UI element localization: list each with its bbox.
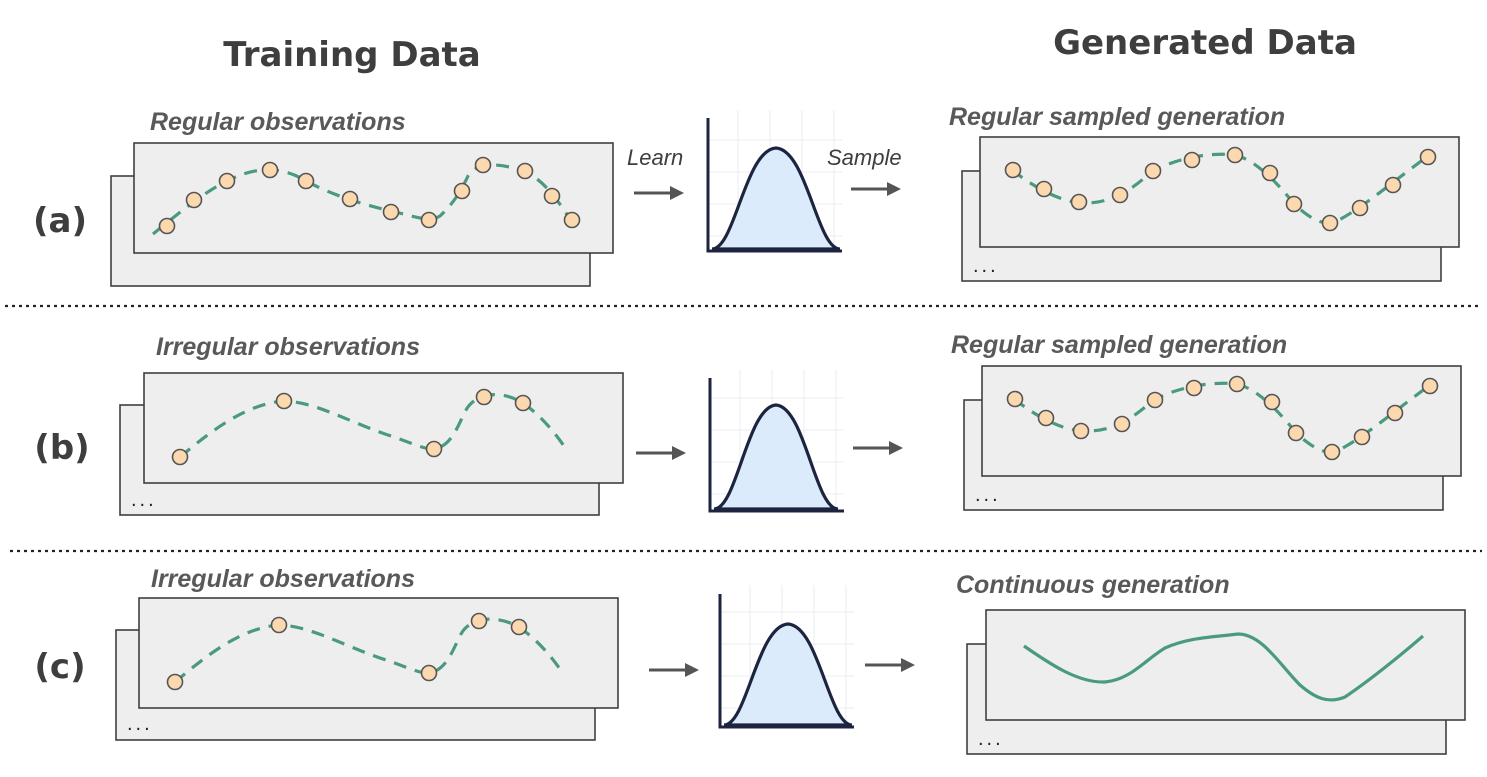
observation-point: [514, 394, 532, 412]
row-c: (c) Irregular observations ...: [34, 565, 1466, 755]
row-b: (b) Irregular observations ...: [34, 331, 1462, 516]
sample-label: Sample: [827, 145, 902, 170]
row-c-training-ellipsis: ...: [127, 713, 153, 735]
sample-point: [1353, 428, 1371, 446]
observation-point: [185, 191, 203, 209]
sample-point: [1185, 379, 1203, 397]
sample-point: [1321, 214, 1339, 232]
row-a-training-caption: Regular observations: [150, 108, 406, 136]
row-b-training-observations: [171, 388, 532, 466]
learn-arrow: [634, 186, 684, 200]
row-b-distribution: [708, 370, 844, 513]
row-c-continuous-series: [1023, 632, 1425, 702]
row-c-learn-arrow: [649, 663, 699, 677]
sample-point: [1287, 424, 1305, 442]
row-c-training-observations: [166, 612, 528, 691]
row-c-label: (c): [34, 647, 85, 687]
observation-point: [270, 616, 288, 634]
sample-point: [1037, 409, 1055, 427]
row-a-distribution: [706, 110, 842, 253]
observation-point: [341, 190, 359, 208]
row-b-training-panel: [143, 372, 624, 484]
observation-point: [158, 217, 176, 235]
distribution-curve: [723, 622, 853, 727]
row-c-generated-ellipsis: ...: [978, 728, 1004, 750]
row-c-generated-panel: [985, 609, 1466, 721]
sample-point: [1261, 164, 1279, 182]
generated-data-header: Generated Data: [1053, 23, 1357, 63]
observation-point: [218, 172, 236, 190]
observation-point: [275, 392, 293, 410]
row-b-sample-arrow: [853, 441, 903, 455]
row-a-label: (a): [33, 201, 87, 241]
distribution-curve: [711, 146, 841, 251]
row-b-generated-caption: Regular sampled generation: [951, 331, 1287, 359]
sample-point: [1419, 148, 1437, 166]
observation-point: [261, 161, 279, 179]
observation-point: [470, 612, 488, 630]
observation-point: [563, 211, 581, 229]
row-b-training-ellipsis: ...: [131, 489, 157, 511]
row-c-training-panel: [138, 597, 619, 709]
sample-point: [1070, 193, 1088, 211]
sample-point: [1072, 422, 1090, 440]
observation-point: [420, 211, 438, 229]
sample-point: [1323, 443, 1341, 461]
row-b-learn-arrow: [636, 446, 686, 460]
sample-point: [1384, 176, 1402, 194]
sample-arrow: [851, 182, 901, 196]
observation-point: [475, 388, 493, 406]
observation-point: [425, 440, 443, 458]
row-b-generated-samples: [1006, 375, 1439, 461]
observation-point: [543, 187, 561, 205]
sample-point: [1146, 391, 1164, 409]
distribution-axes: [718, 594, 854, 729]
observation-point: [297, 172, 315, 190]
observation-point: [453, 182, 471, 200]
observation-point: [382, 203, 400, 221]
row-b-training-caption: Irregular observations: [156, 333, 420, 361]
sample-point: [1421, 377, 1439, 395]
sample-point: [1183, 151, 1201, 169]
row-c-distribution: [718, 585, 854, 729]
row-a-generated-ellipsis: ...: [973, 255, 999, 277]
sample-point: [1351, 199, 1369, 217]
observation-point: [510, 618, 528, 636]
row-c-generated-caption: Continuous generation: [956, 571, 1230, 599]
observation-point: [516, 162, 534, 180]
row-a: (a) Regular observations Learn: [33, 103, 1460, 287]
row-a-generated-caption: Regular sampled generation: [949, 103, 1285, 131]
row-b-generated-ellipsis: ...: [975, 484, 1001, 506]
training-data-header: Training Data: [223, 35, 480, 75]
row-a-training-panel: [133, 142, 614, 254]
row-c-sample-arrow: [865, 658, 915, 672]
sample-point: [1006, 390, 1024, 408]
sample-point: [1035, 180, 1053, 198]
sample-point: [1113, 415, 1131, 433]
row-a-training-observations: [158, 156, 581, 235]
row-c-training-caption: Irregular observations: [151, 565, 415, 593]
distribution-axes: [706, 118, 842, 253]
row-a-generated-samples: [1004, 146, 1437, 232]
row-b-label: (b): [34, 428, 89, 468]
observation-point: [171, 448, 189, 466]
sample-point: [1226, 146, 1244, 164]
observation-point: [420, 664, 438, 682]
sample-point: [1004, 161, 1022, 179]
sample-point: [1144, 162, 1162, 180]
learn-label: Learn: [627, 145, 683, 170]
distribution-curve: [713, 403, 839, 511]
sample-point: [1285, 195, 1303, 213]
sample-point: [1111, 186, 1129, 204]
observation-point: [474, 156, 492, 174]
distribution-axes: [708, 378, 844, 513]
sample-point: [1386, 404, 1404, 422]
sample-point: [1228, 375, 1246, 393]
sample-point: [1263, 393, 1281, 411]
observation-point: [166, 673, 184, 691]
